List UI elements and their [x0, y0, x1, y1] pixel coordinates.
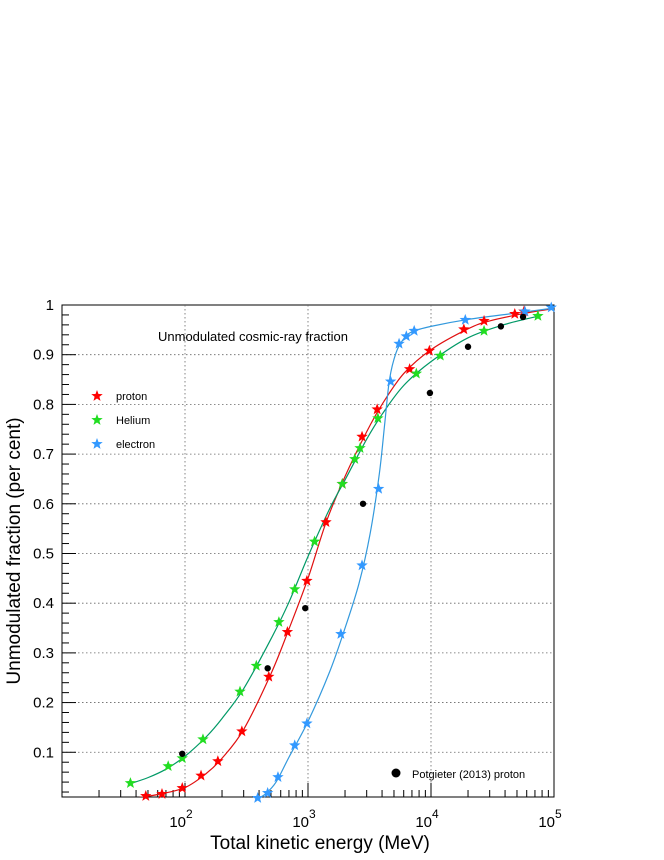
y-axis-title: Unmodulated fraction (per cent)	[4, 417, 25, 684]
data-point-proton	[281, 626, 294, 637]
legend-label-proton: proton	[116, 391, 147, 403]
data-point-electron	[519, 305, 531, 317]
data-point-helium	[349, 453, 361, 464]
data-point-electron	[393, 337, 405, 349]
data-point-electron	[459, 313, 471, 325]
data-point-helium	[410, 367, 423, 379]
y-tick-label: 0.6	[33, 496, 54, 513]
legend-label-helium: Helium	[116, 415, 150, 427]
legend-marker-electron	[91, 438, 103, 449]
axes: 102 103 104 105 0.1 0.2 0.3 0.4 0.5 0.6 0.7 0.8 0.9 1	[33, 297, 562, 831]
y-tick-label: 0.8	[33, 396, 54, 413]
data-point-helium	[197, 733, 209, 745]
legend-marker-potgieter-2013-proton	[391, 768, 401, 778]
data-point-electron	[289, 739, 301, 751]
fit-curve-helium	[130, 315, 540, 785]
y-tick-label: 0.3	[33, 645, 54, 662]
data-point-proton	[478, 314, 490, 326]
data-point-electron	[400, 330, 413, 342]
data-point-helium	[273, 616, 285, 627]
data-point-electron	[272, 771, 284, 782]
legend-marker-proton	[91, 390, 103, 401]
data-point-helium	[250, 659, 263, 671]
data-point-proton	[371, 403, 383, 415]
data-point-proton	[403, 363, 416, 374]
x-axis-title: Total kinetic energy (MeV)	[210, 833, 430, 854]
x-tick-label: 104	[415, 807, 439, 831]
data-point-potgieter-2013-proton	[359, 500, 367, 507]
data-point-helium	[234, 685, 246, 697]
data-point-helium	[162, 760, 174, 772]
data-point-proton	[140, 790, 152, 801]
data-point-electron	[335, 627, 347, 639]
data-point-potgieter-2013-proton	[302, 604, 309, 612]
y-tick-label: 0.2	[33, 695, 54, 712]
y-tick-label: 0.1	[33, 744, 54, 761]
data-point-helium	[372, 412, 384, 424]
data-point-potgieter-2013-proton	[464, 343, 472, 350]
data-point-potgieter-2013-proton	[426, 389, 434, 397]
y-tick-label: 0.7	[33, 446, 54, 463]
data-point-helium	[308, 535, 321, 547]
legend: proton Helium electron Potgieter (2013) pro…	[91, 390, 525, 781]
data-point-proton	[236, 725, 248, 737]
y-tick-label: 0.4	[33, 595, 54, 612]
data-point-proton	[423, 344, 436, 356]
data-point-helium	[434, 349, 446, 361]
data-point-helium	[289, 583, 301, 595]
data-point-helium	[354, 442, 366, 453]
data-point-proton	[263, 670, 275, 682]
data-point-proton	[356, 430, 368, 442]
data-point-proton	[458, 323, 470, 335]
x-tick-label: 103	[292, 807, 316, 831]
x-tick-label: 102	[169, 807, 193, 831]
data-point-electron	[408, 324, 420, 336]
legend-label-electron: electron	[116, 439, 155, 451]
data-point-helium	[176, 752, 188, 764]
data-point-electron	[372, 482, 385, 494]
y-tick-label: 1	[46, 297, 54, 314]
data-point-electron	[356, 559, 368, 571]
data-point-proton	[156, 788, 168, 799]
data-point-helium	[478, 324, 490, 336]
data-point-helium	[532, 309, 544, 321]
data-point-proton	[320, 516, 332, 528]
legend-marker-helium	[91, 414, 103, 425]
data-point-proton	[176, 782, 188, 793]
data-point-electron	[251, 791, 264, 803]
data-point-potgieter-2013-proton	[519, 313, 527, 321]
data-point-electron	[261, 787, 274, 798]
data-point-potgieter-2013-proton	[179, 750, 186, 757]
data-point-electron	[545, 301, 557, 313]
data-point-electron	[384, 375, 397, 387]
data-point-proton	[301, 574, 313, 586]
data-point-potgieter-2013-proton	[264, 665, 271, 672]
data-point-electron	[301, 717, 313, 729]
legend-label-potgieter-2013-proton: Potgieter (2013) proton	[412, 769, 525, 781]
y-tick-label: 0.9	[33, 347, 54, 364]
data-point-proton	[509, 307, 521, 319]
data-marks	[124, 301, 557, 803]
fit-curve-electron	[259, 307, 555, 797]
data-point-helium	[336, 477, 348, 489]
data-point-potgieter-2013-proton	[497, 323, 505, 330]
y-tick-label: 0.5	[33, 545, 54, 562]
x-tick-label: 105	[538, 807, 562, 831]
data-point-helium	[124, 777, 137, 788]
data-point-proton	[212, 755, 224, 767]
data-point-proton	[195, 769, 207, 781]
annotation-label: Unmodulated cosmic-ray fraction	[158, 329, 348, 344]
